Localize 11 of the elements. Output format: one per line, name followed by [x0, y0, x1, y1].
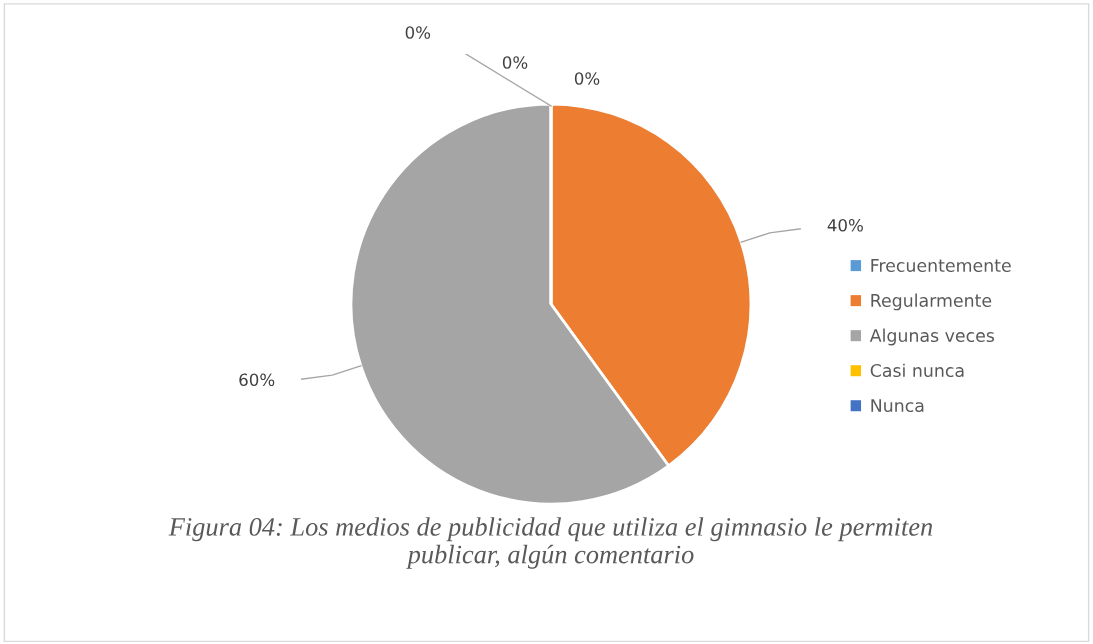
text: 0% [405, 26, 431, 39]
legend-label: Casi nunca [870, 363, 964, 378]
text: 0% [502, 56, 528, 69]
data-label: 60% [239, 373, 275, 387]
legend-label: Regularmente [871, 293, 992, 311]
data-label: 40% [827, 218, 863, 232]
legend-label: Algunas veces [869, 328, 995, 346]
legend-label: Frecuentemente [871, 259, 1011, 272]
legend-label: Nunca [871, 399, 924, 413]
text: 0% [574, 72, 600, 85]
text: Figura 04: Los medios de publicidad que utiliza el gimnasio le permiten publicar, algún comentario [168, 517, 933, 569]
